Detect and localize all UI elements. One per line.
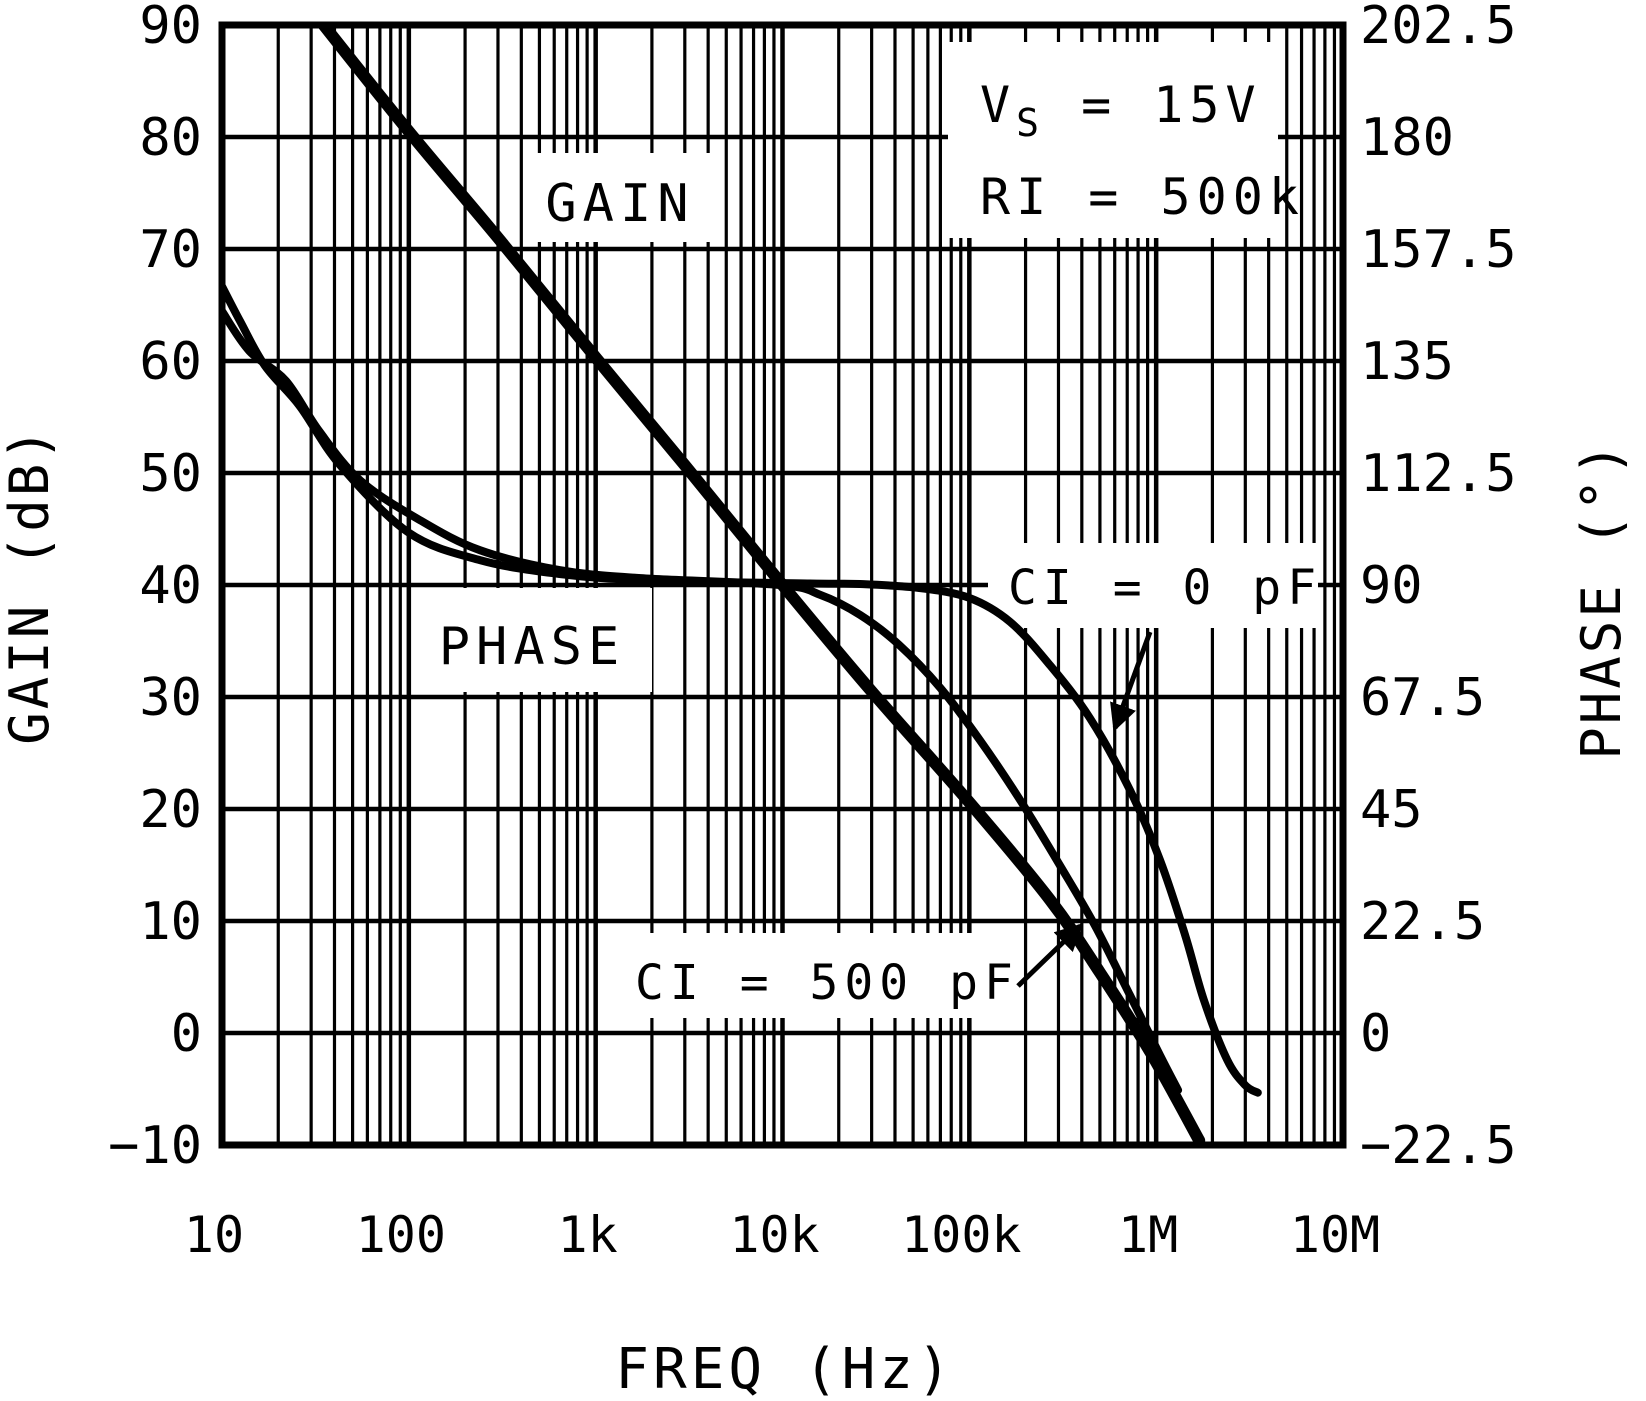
y-left-tick-label: 40 xyxy=(139,556,202,616)
y-left-tick-label: −10 xyxy=(108,1116,202,1176)
ci-500-label: CI = 500 pF xyxy=(635,955,1019,1011)
axis-tick-labels: 9080706050403020100−10202.5180157.513511… xyxy=(108,0,1516,1264)
gain-label-mask xyxy=(528,153,712,242)
ci-zero-label-mask xyxy=(988,543,1318,628)
conditions-line1: VS = 15V xyxy=(980,76,1262,145)
ci-zero-arrow xyxy=(1110,631,1153,732)
y-right-tick-label: 90 xyxy=(1360,556,1423,616)
ci-500-label-mask xyxy=(618,933,1020,1018)
x-tick-label: 10M xyxy=(1290,1206,1380,1264)
conditions-line2: RI = 500k xyxy=(980,168,1305,226)
y-right-tick-label: 135 xyxy=(1360,332,1454,392)
y-right-tick-label: −22.5 xyxy=(1360,1116,1517,1176)
y-left-tick-label: 10 xyxy=(139,892,202,952)
y-right-tick-label: 67.5 xyxy=(1360,668,1485,728)
y-axis-left-title: GAIN (dB) xyxy=(0,425,61,745)
y-right-tick-label: 112.5 xyxy=(1360,444,1517,504)
y-right-tick-label: 157.5 xyxy=(1360,220,1517,280)
x-tick-label: 1M xyxy=(1118,1206,1178,1264)
x-axis-title: FREQ (Hz) xyxy=(615,1337,954,1401)
series-phase-ci500 xyxy=(222,307,1183,1095)
y-left-tick-label: 0 xyxy=(171,1004,202,1064)
y-right-tick-label: 202.5 xyxy=(1360,0,1517,56)
x-tick-label: 100 xyxy=(356,1206,446,1264)
y-left-tick-label: 60 xyxy=(139,332,202,392)
x-tick-label: 100k xyxy=(901,1206,1021,1264)
ci-zero-label: CI = 0 pF xyxy=(1008,560,1322,616)
phase-curve-label: PHASE xyxy=(439,617,626,677)
x-tick-label: 1k xyxy=(558,1206,618,1264)
x-tick-label: 10k xyxy=(729,1206,819,1264)
gain-curve-label: GAIN xyxy=(545,174,694,234)
ci-500-arrow xyxy=(1016,923,1083,988)
y-right-tick-label: 180 xyxy=(1360,108,1454,168)
plot-border xyxy=(218,21,1347,1149)
y-right-tick-label: 0 xyxy=(1360,1004,1391,1064)
y-left-tick-label: 50 xyxy=(139,444,202,504)
series-phase-ci0 xyxy=(222,282,1262,1097)
x-tick-label: 10 xyxy=(184,1206,244,1264)
y-left-tick-label: 30 xyxy=(139,668,202,728)
y-left-tick-label: 20 xyxy=(139,780,202,840)
y-left-tick-label: 90 xyxy=(139,0,202,56)
y-right-tick-label: 45 xyxy=(1360,780,1423,840)
phase-label-mask xyxy=(413,588,652,692)
y-left-tick-label: 70 xyxy=(139,220,202,280)
conditions-label-mask xyxy=(948,42,1278,238)
curves xyxy=(222,25,1262,1145)
y-axis-right-title: PHASE (°) xyxy=(1570,440,1633,760)
y-right-tick-label: 22.5 xyxy=(1360,892,1485,952)
y-left-tick-label: 80 xyxy=(139,108,202,168)
